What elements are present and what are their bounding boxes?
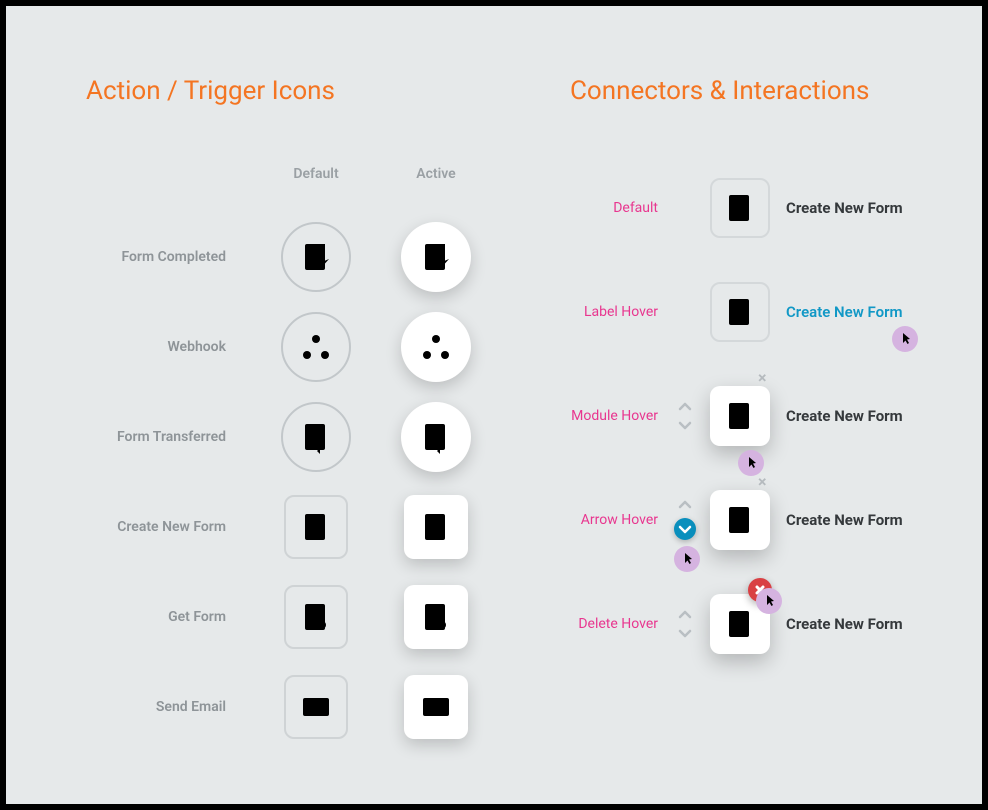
column-header-default: Default [256,166,376,182]
module-label[interactable]: Create New Form [786,407,903,425]
active-variant[interactable] [376,222,496,292]
left-section-title: Action / Trigger Icons [86,76,335,106]
form-plus-icon [723,191,757,225]
row-label: Form Transferred [66,429,256,445]
active-variant[interactable] [376,312,496,382]
active-variant[interactable] [376,585,496,649]
active-variant[interactable] [376,675,496,739]
row-label: Get Form [66,609,256,625]
close-icon[interactable]: × [758,368,767,387]
icon-row-form-search: Get Form [66,572,506,662]
reorder-arrows[interactable] [676,402,694,430]
default-variant[interactable] [256,675,376,739]
icon-row-form-arrows: Form Transferred [66,392,506,482]
form-check-icon [281,222,351,292]
active-variant[interactable] [376,495,496,559]
state-arrow-hover: Arrow Hover Create New Form × [546,468,966,572]
cursor-icon [892,326,918,352]
row-label: Form Completed [66,249,256,265]
module-tile[interactable] [710,178,770,238]
column-headers: Default Active [66,166,506,182]
state-label-hover: Label Hover Create New Form [546,260,966,364]
form-plus-icon [284,495,348,559]
form-arrows-icon [401,402,471,472]
row-label: Webhook [66,339,256,355]
default-variant[interactable] [256,312,376,382]
state-module-hover: Module Hover Create New Form × [546,364,966,468]
module-label[interactable]: Create New Form [786,303,903,321]
form-check-icon [401,222,471,292]
row-label: Send Email [66,699,256,715]
state-label: Label Hover [546,304,676,320]
form-plus-icon [723,295,757,329]
column-header-active: Active [376,166,496,182]
mail-icon [404,675,468,739]
chevron-up-icon[interactable] [678,500,692,510]
connectors-interactions-list: Default Create New Form Label Hover Crea… [546,156,966,676]
chevron-up-icon[interactable] [678,402,692,412]
state-label: Default [546,200,676,216]
state-label: Delete Hover [546,616,676,632]
form-plus-icon [404,495,468,559]
chevron-down-icon[interactable] [678,628,692,638]
webhook-icon [281,312,351,382]
icon-row-form-check: Form Completed [66,212,506,302]
state-label: Arrow Hover [546,512,676,528]
active-variant[interactable] [376,402,496,472]
form-plus-icon [723,503,757,537]
state-default: Default Create New Form [546,156,966,260]
design-spec-board: Action / Trigger Icons Connectors & Inte… [6,6,982,804]
module-tile[interactable] [710,282,770,342]
form-plus-icon [723,607,757,641]
icon-row-mail: Send Email [66,662,506,752]
icon-row-form-plus: Create New Form [66,482,506,572]
cursor-icon [674,546,700,572]
form-plus-icon [723,399,757,433]
module-tile[interactable] [710,490,770,550]
cursor-icon [756,588,782,614]
default-variant[interactable] [256,402,376,472]
default-variant[interactable] [256,585,376,649]
icon-row-webhook: Webhook [66,302,506,392]
webhook-icon [401,312,471,382]
reorder-arrows[interactable] [676,500,694,540]
default-variant[interactable] [256,495,376,559]
module-label[interactable]: Create New Form [786,511,903,529]
chevron-down-icon[interactable] [674,518,696,540]
action-trigger-table: Default Active Form Completed Webhook [66,166,506,752]
form-search-icon [284,585,348,649]
mail-icon [284,675,348,739]
close-icon[interactable]: × [758,472,767,491]
chevron-down-icon[interactable] [678,420,692,430]
default-variant[interactable] [256,222,376,292]
row-label: Create New Form [66,519,256,535]
module-label[interactable]: Create New Form [786,615,903,633]
form-search-icon [404,585,468,649]
module-tile[interactable] [710,386,770,446]
state-label: Module Hover [546,408,676,424]
chevron-up-icon[interactable] [678,610,692,620]
right-section-title: Connectors & Interactions [570,76,869,106]
reorder-arrows[interactable] [676,610,694,638]
form-arrows-icon [281,402,351,472]
module-label[interactable]: Create New Form [786,199,903,217]
state-delete-hover: Delete Hover Create New Form [546,572,966,676]
